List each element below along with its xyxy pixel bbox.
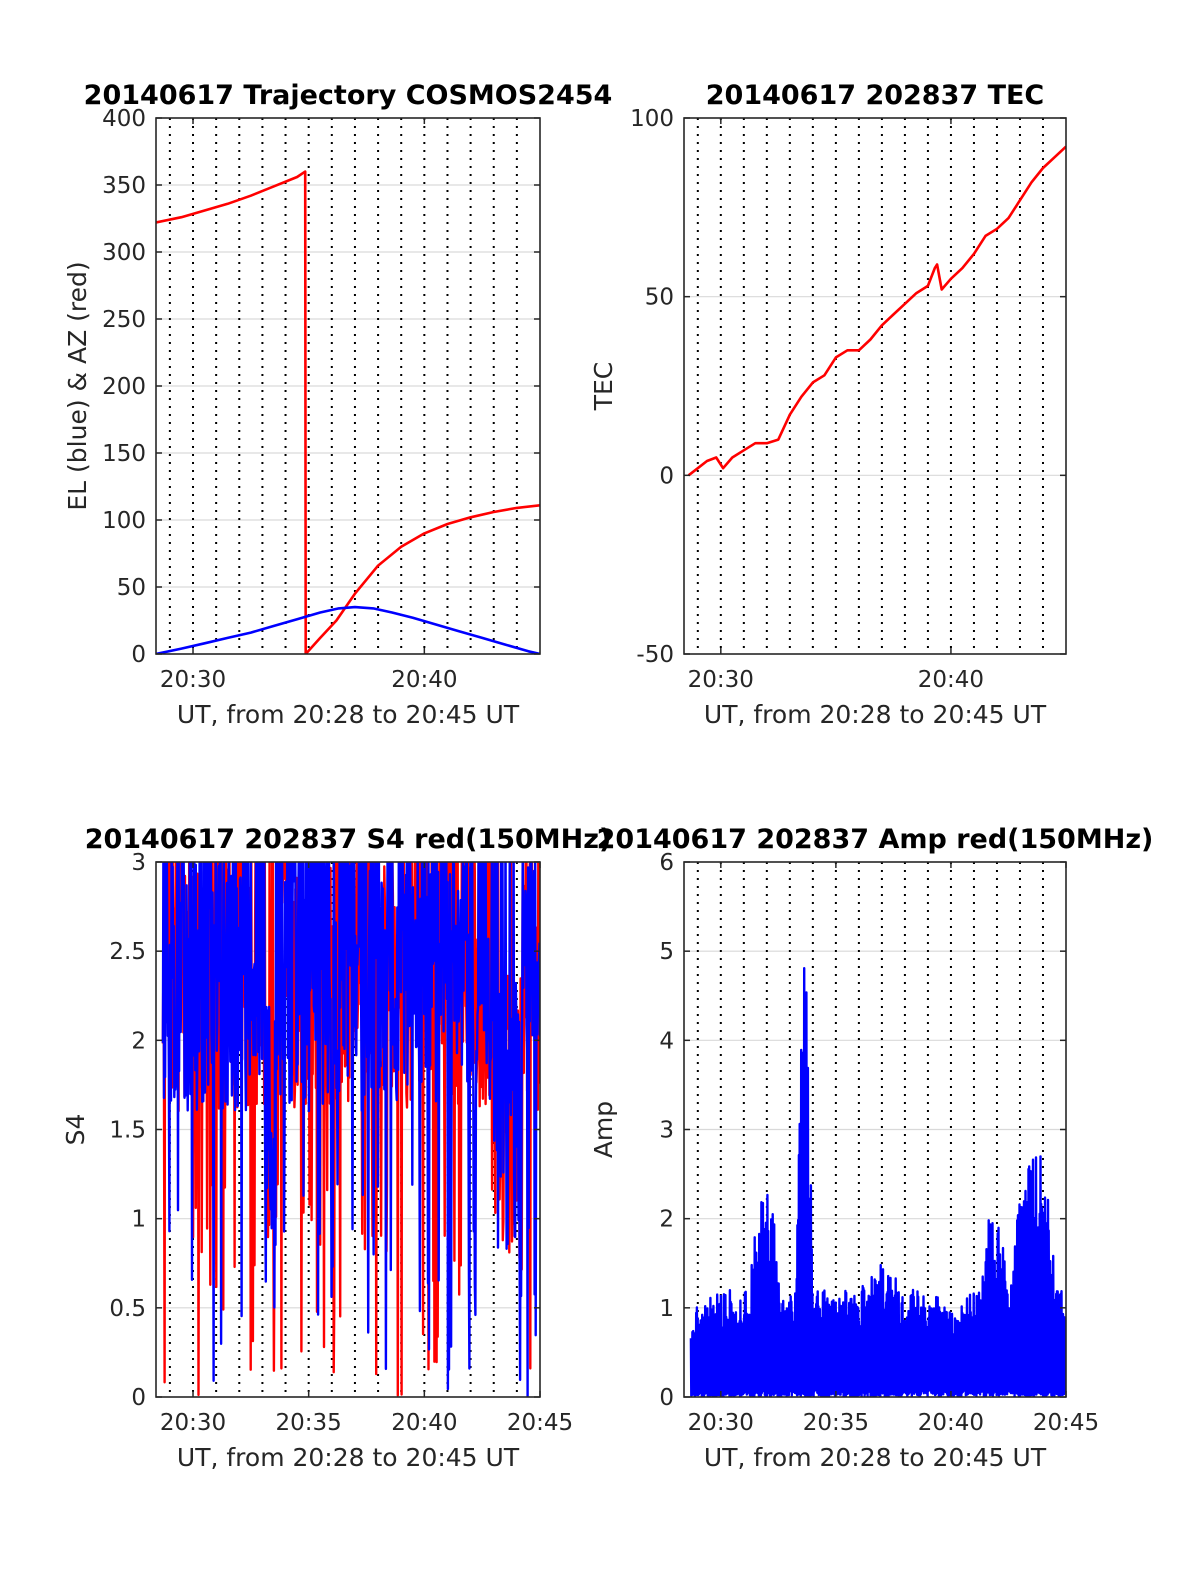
s4-ytick-label: 0 <box>131 1385 146 1411</box>
amp-ytick-label: 3 <box>659 1118 674 1144</box>
amp-series-blue-line <box>689 967 1066 1397</box>
s4-ylabel: S4 <box>61 1114 90 1146</box>
trajectory-ytick-label: 200 <box>102 374 146 400</box>
tec-ytick-label: 100 <box>630 106 674 132</box>
trajectory-series-blue-line <box>156 605 540 654</box>
amp-xtick-label: 20:40 <box>918 1410 984 1436</box>
amp-xlabel: UT, from 20:28 to 20:45 UT <box>704 1443 1047 1472</box>
amp-ytick-label: 2 <box>659 1207 674 1233</box>
s4-xtick-label: 20:35 <box>276 1410 342 1436</box>
amp-ylabel: Amp <box>589 1101 618 1158</box>
amp-title: 20140617 202837 Amp red(150MHz) <box>597 824 1154 855</box>
trajectory-xtick-label: 20:40 <box>391 667 457 693</box>
tec-ytick-label: 0 <box>659 463 674 489</box>
tec-ytick-label: -50 <box>636 642 674 668</box>
amp-xtick-label: 20:35 <box>803 1410 869 1436</box>
s4-panel: 0 0.5 1 1.5 2 2.5 3 20:30 20:35 20:40 20:45 2014061… <box>61 824 612 1472</box>
tec-plot-area <box>687 145 1066 477</box>
s4-xtick-label: 20:40 <box>391 1410 457 1436</box>
trajectory-ytick-label: 250 <box>102 307 146 333</box>
s4-xtick-label: 20:45 <box>507 1410 573 1436</box>
tec-axes-box <box>683 117 1067 655</box>
amp-ytick-label: 4 <box>659 1028 674 1054</box>
amp-ytick-label: 6 <box>659 850 674 876</box>
s4-plot-area <box>161 862 540 1397</box>
s4-ytick-label: 1 <box>131 1207 146 1233</box>
tec-ylabel: TEC <box>589 362 618 412</box>
amp-xtick-label: 20:45 <box>1033 1410 1099 1436</box>
s4-series-blue-line <box>161 862 540 1397</box>
tec-ytick-label: 50 <box>645 285 674 311</box>
tec-panel: -50 0 50 100 20:30 20:40 20140617 202837 TEC UT… <box>589 80 1067 729</box>
trajectory-ytick-label: 100 <box>102 508 146 534</box>
trajectory-series-red-line <box>156 170 540 654</box>
amp-ytick-label: 1 <box>659 1296 674 1322</box>
trajectory-ytick-label: 0 <box>131 642 146 668</box>
s4-ytick-label: 0.5 <box>109 1296 146 1322</box>
tec-xtick-label: 20:40 <box>918 667 984 693</box>
trajectory-ytick-label: 300 <box>102 240 146 266</box>
trajectory-ytick-label: 50 <box>117 575 146 601</box>
trajectory-ytick-label: 150 <box>102 441 146 467</box>
trajectory-ylabel: EL (blue) & AZ (red) <box>63 261 92 510</box>
amp-ytick-label: 0 <box>659 1385 674 1411</box>
amp-xtick-label: 20:30 <box>688 1410 754 1436</box>
trajectory-panel: 0 50 100 150 200 250 300 350 400 20:30 20:40 201406… <box>63 80 612 729</box>
trajectory-title: 20140617 Trajectory COSMOS2454 <box>84 80 613 111</box>
amp-plot-area <box>689 967 1066 1397</box>
amp-ytick-label: 5 <box>659 939 674 965</box>
trajectory-ytick-label: 350 <box>102 173 146 199</box>
tec-xtick-label: 20:30 <box>688 667 754 693</box>
tec-title: 20140617 202837 TEC <box>706 80 1045 111</box>
s4-ytick-label: 1.5 <box>109 1118 146 1144</box>
tec-series-red-line <box>687 145 1066 477</box>
trajectory-xlabel: UT, from 20:28 to 20:45 UT <box>177 700 520 729</box>
s4-title: 20140617 202837 S4 red(150MHz) <box>85 824 612 855</box>
amp-panel: 0 1 2 3 4 5 6 20:30 20:35 20:40 20:45 20140617 2028… <box>589 824 1153 1472</box>
tec-xlabel: UT, from 20:28 to 20:45 UT <box>704 700 1047 729</box>
s4-ytick-label: 2 <box>131 1028 146 1054</box>
trajectory-ytick-label: 400 <box>102 106 146 132</box>
s4-ytick-label: 3 <box>131 850 146 876</box>
s4-xtick-label: 20:30 <box>160 1410 226 1436</box>
trajectory-plot-area <box>156 170 540 654</box>
s4-ytick-label: 2.5 <box>109 939 146 965</box>
s4-xlabel: UT, from 20:28 to 20:45 UT <box>177 1443 520 1472</box>
trajectory-xtick-label: 20:30 <box>160 667 226 693</box>
